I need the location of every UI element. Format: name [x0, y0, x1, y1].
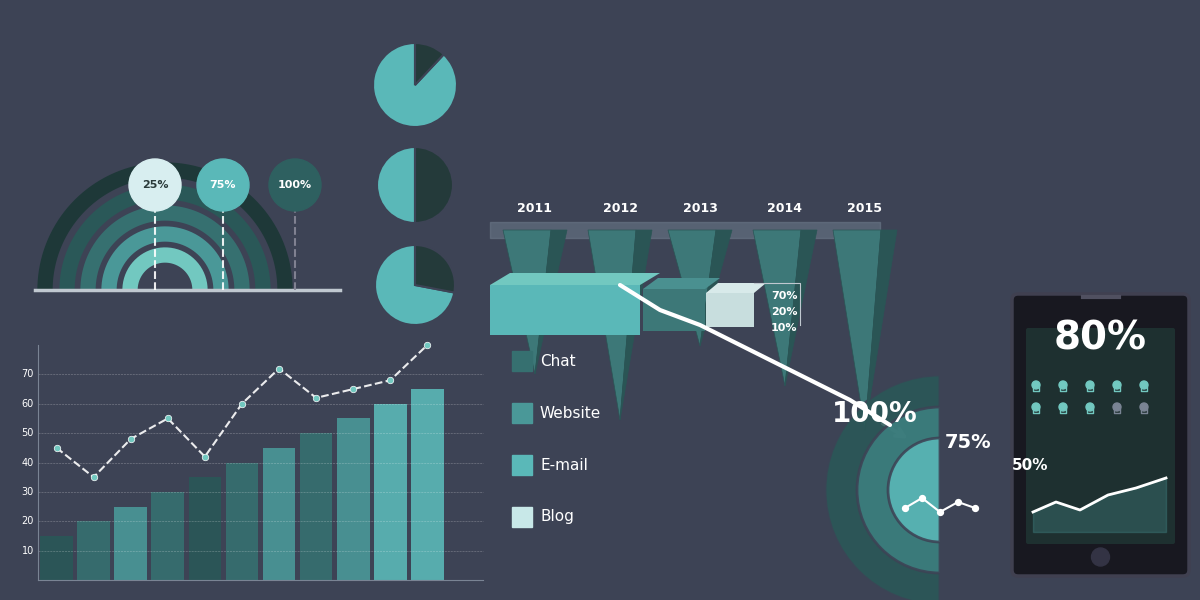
Point: [965, 503, 984, 513]
Text: 10%: 10%: [772, 323, 798, 333]
Text: Website: Website: [540, 406, 601, 421]
Bar: [512, 403, 532, 423]
Text: 2013: 2013: [683, 202, 718, 214]
Wedge shape: [415, 245, 455, 292]
Text: Chat: Chat: [540, 353, 576, 368]
Bar: [300, 433, 332, 580]
Text: 50%: 50%: [1012, 458, 1049, 473]
Text: Blog: Blog: [540, 509, 574, 524]
Text: 30: 30: [22, 487, 34, 497]
Text: 20: 20: [22, 516, 34, 526]
Text: 80%: 80%: [1054, 319, 1147, 357]
FancyBboxPatch shape: [706, 293, 754, 327]
Bar: [374, 404, 407, 580]
Wedge shape: [376, 245, 455, 325]
Circle shape: [1086, 381, 1094, 389]
Text: 75%: 75%: [944, 433, 991, 452]
FancyBboxPatch shape: [643, 289, 706, 331]
Point: [930, 507, 949, 517]
Point: [380, 376, 400, 385]
Point: [84, 472, 103, 482]
FancyBboxPatch shape: [1026, 328, 1175, 544]
Circle shape: [197, 159, 250, 211]
Wedge shape: [415, 147, 454, 223]
Polygon shape: [865, 230, 898, 430]
Circle shape: [1032, 381, 1040, 389]
Polygon shape: [785, 230, 817, 386]
Circle shape: [1092, 548, 1110, 566]
Text: 70: 70: [22, 370, 34, 379]
Circle shape: [1140, 403, 1148, 411]
Polygon shape: [754, 230, 802, 386]
Point: [418, 340, 437, 350]
Text: 70%: 70%: [772, 291, 798, 301]
Wedge shape: [857, 407, 940, 573]
Bar: [114, 506, 148, 580]
Text: 2014: 2014: [768, 202, 803, 214]
Bar: [263, 448, 295, 580]
Text: 10: 10: [22, 545, 34, 556]
FancyBboxPatch shape: [490, 285, 640, 335]
Circle shape: [1060, 381, 1067, 389]
Polygon shape: [620, 230, 652, 420]
Wedge shape: [377, 147, 415, 223]
Polygon shape: [833, 230, 881, 430]
Text: 100%: 100%: [278, 180, 312, 190]
Bar: [337, 418, 370, 580]
Circle shape: [1060, 403, 1067, 411]
Bar: [151, 492, 184, 580]
Wedge shape: [373, 43, 457, 127]
Point: [948, 497, 967, 507]
Point: [196, 452, 215, 461]
Circle shape: [1032, 403, 1040, 411]
FancyBboxPatch shape: [1012, 294, 1189, 576]
Circle shape: [1114, 403, 1121, 411]
Polygon shape: [706, 283, 766, 293]
Bar: [512, 455, 532, 475]
Circle shape: [1114, 381, 1121, 389]
Polygon shape: [588, 230, 636, 420]
Wedge shape: [826, 375, 940, 600]
Text: 75%: 75%: [210, 180, 236, 190]
Polygon shape: [503, 230, 551, 374]
Point: [47, 443, 66, 452]
Polygon shape: [700, 230, 732, 346]
Point: [158, 413, 178, 423]
Point: [343, 384, 362, 394]
Point: [306, 393, 325, 403]
Polygon shape: [490, 273, 660, 285]
Text: 2012: 2012: [602, 202, 637, 214]
Text: 40: 40: [22, 457, 34, 467]
Bar: [412, 389, 444, 580]
Text: 100%: 100%: [832, 400, 918, 428]
Bar: [41, 536, 73, 580]
Bar: [188, 477, 221, 580]
Point: [895, 503, 914, 513]
Bar: [512, 507, 532, 527]
Polygon shape: [535, 230, 568, 374]
Bar: [512, 351, 532, 371]
Text: 25%: 25%: [142, 180, 168, 190]
Circle shape: [269, 159, 322, 211]
Circle shape: [1140, 381, 1148, 389]
Wedge shape: [888, 438, 940, 542]
Polygon shape: [643, 278, 720, 289]
Wedge shape: [415, 43, 444, 85]
Text: 2011: 2011: [517, 202, 552, 214]
Text: 20%: 20%: [772, 307, 798, 317]
Point: [233, 399, 252, 409]
Bar: [77, 521, 110, 580]
Point: [121, 434, 140, 444]
Bar: [226, 463, 258, 580]
Circle shape: [1086, 403, 1094, 411]
Text: 60: 60: [22, 399, 34, 409]
Text: 2015: 2015: [847, 202, 882, 214]
Text: E-mail: E-mail: [540, 457, 588, 473]
Point: [912, 493, 931, 503]
Polygon shape: [668, 230, 716, 346]
Text: 50: 50: [22, 428, 34, 438]
Circle shape: [130, 159, 181, 211]
Point: [270, 364, 289, 373]
